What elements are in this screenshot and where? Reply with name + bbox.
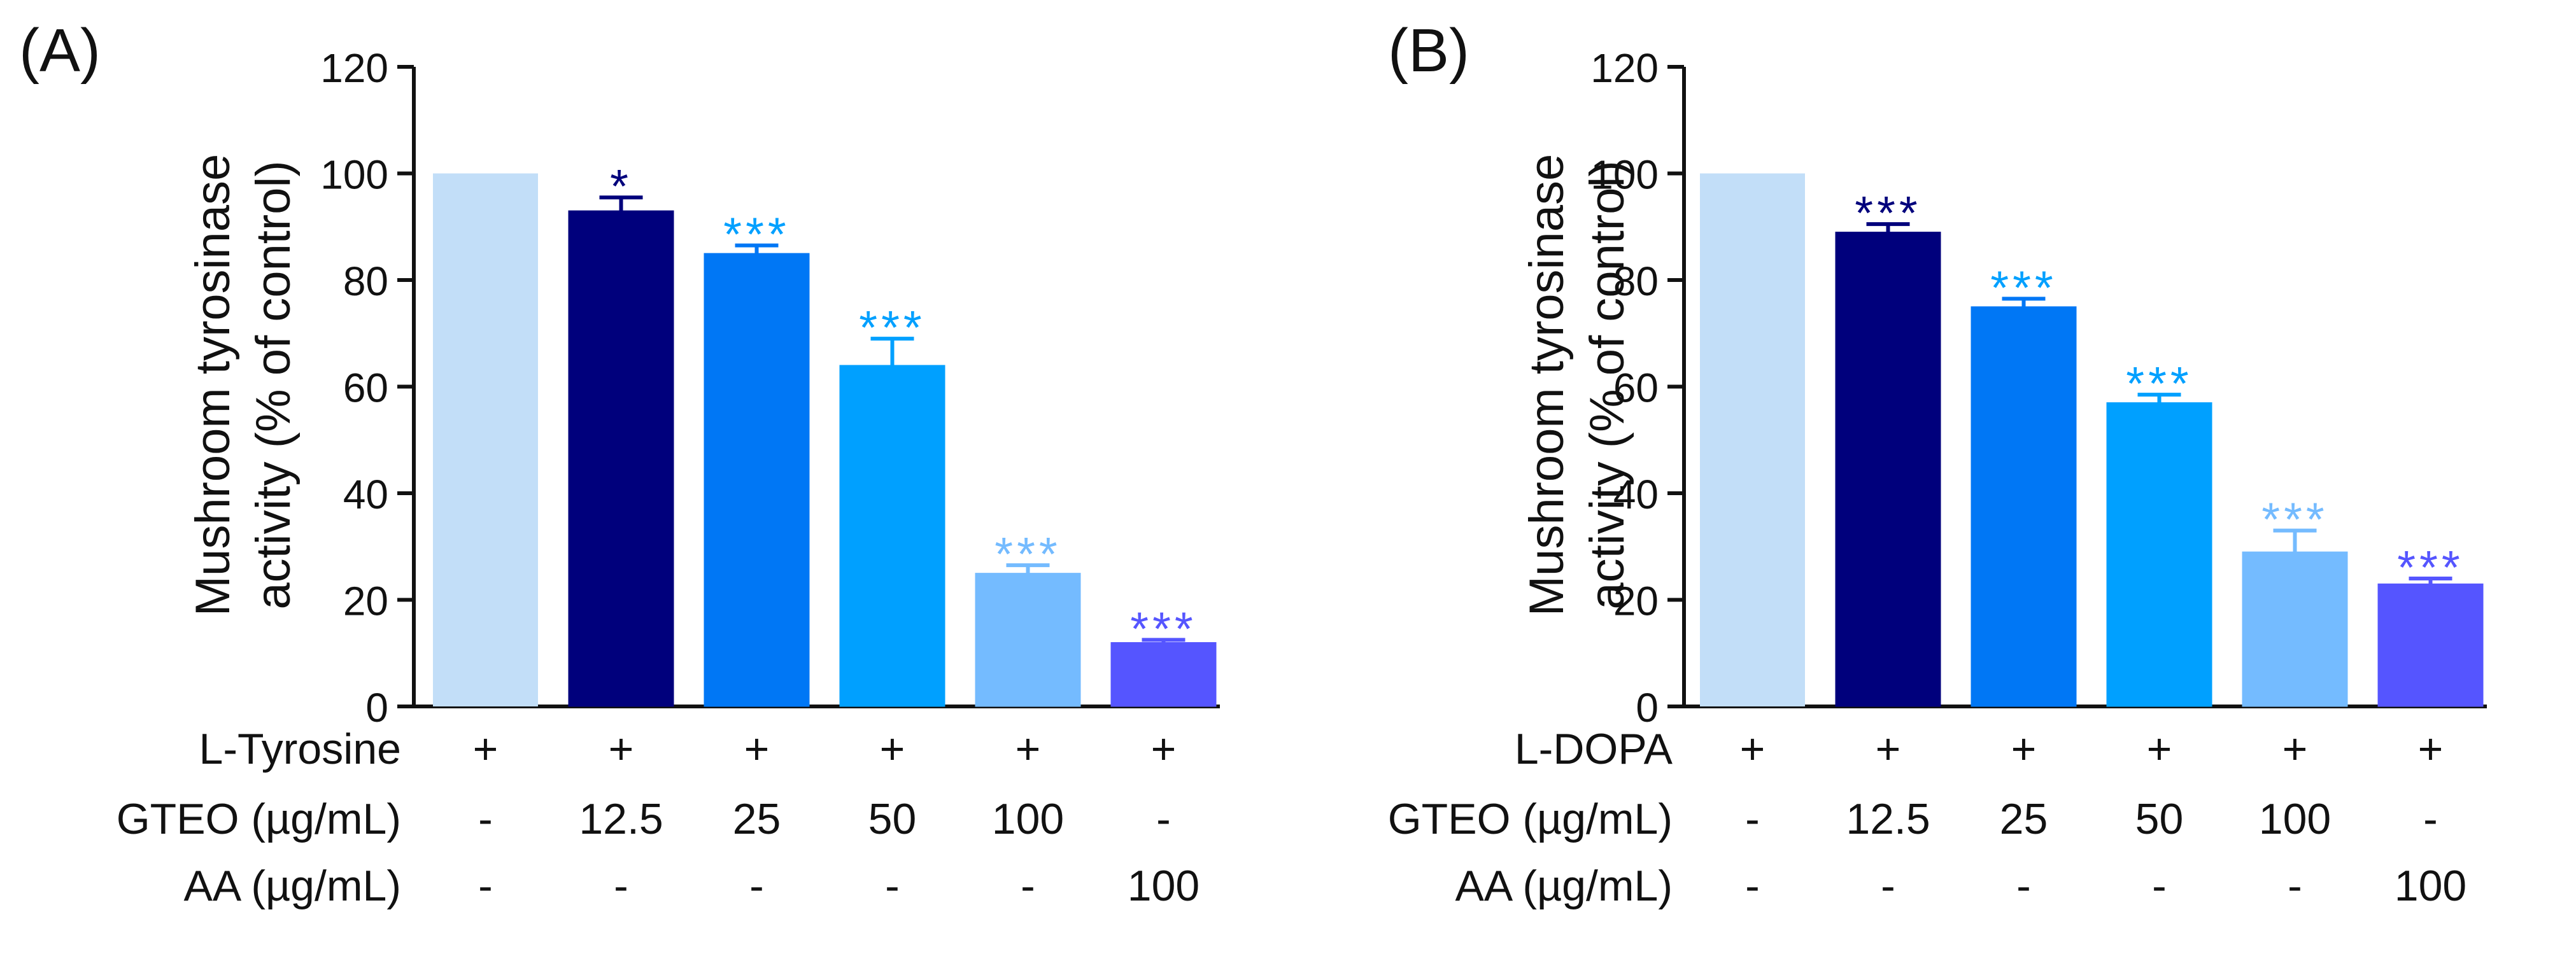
treatment-row-label: GTEO (µg/mL)	[117, 795, 401, 843]
significance-marker: ***	[1130, 602, 1196, 655]
bar	[568, 210, 674, 707]
treatment-cell: +	[1151, 725, 1177, 773]
treatment-row-label: L-Tyrosine	[199, 725, 401, 773]
bar	[1971, 306, 2077, 707]
panel-b: (B) Mushroom tyrosinase activity (% of con…	[1388, 17, 2487, 910]
panel-label: (B)	[1388, 17, 1469, 85]
treatment-cell: +	[1740, 725, 1766, 773]
treatment-cell: -	[1156, 795, 1171, 843]
bar	[1700, 173, 1805, 706]
y-tick-label: 60	[1613, 365, 1659, 411]
treatment-cell: -	[1745, 795, 1760, 843]
significance-marker: ***	[2397, 541, 2463, 594]
treatment-cell: 50	[2135, 795, 2184, 843]
treatment-row-label: GTEO (µg/mL)	[1388, 795, 1673, 843]
treatment-cell: 12.5	[579, 795, 663, 843]
bar	[2377, 583, 2484, 707]
treatment-cell: -	[1021, 862, 1035, 910]
y-tick-label: 120	[320, 45, 388, 91]
bar	[1110, 642, 1217, 707]
treatment-cell: -	[478, 862, 493, 910]
y-tick-label: 120	[1590, 45, 1659, 91]
y-tick-label: 20	[1613, 579, 1659, 624]
treatment-cell: +	[1016, 725, 1041, 773]
y-tick-label: 100	[1590, 152, 1659, 198]
treatment-cell: +	[2282, 725, 2308, 773]
treatment-cell: 12.5	[1846, 795, 1930, 843]
bar	[1835, 232, 1941, 707]
treatment-cell: -	[1745, 862, 1760, 910]
treatment-cell: -	[749, 862, 764, 910]
treatment-cell: -	[478, 795, 493, 843]
significance-marker: ***	[994, 528, 1061, 580]
treatment-cell: -	[1881, 862, 1895, 910]
treatment-cell: +	[1876, 725, 1901, 773]
panel-a: (A) Mushroom tyrosinase activity (% of con…	[19, 17, 1220, 910]
y-axis-label-line: Mushroom tyrosinase	[186, 154, 240, 617]
treatment-cell: -	[885, 862, 900, 910]
y-tick-label: 60	[343, 365, 388, 411]
treatment-cell: 100	[2259, 795, 2331, 843]
treatment-cell: 25	[2000, 795, 2048, 843]
treatment-cell: -	[2016, 862, 2031, 910]
y-axis-label-line: activity (% of control)	[1580, 160, 1634, 609]
treatment-cell: 100	[992, 795, 1064, 843]
y-tick-label: 0	[1636, 685, 1659, 731]
treatment-cell: 100	[2395, 862, 2466, 910]
treatment-row-label: L-DOPA	[1515, 725, 1673, 773]
significance-marker: ***	[859, 301, 925, 354]
bar	[704, 253, 810, 707]
treatment-cell: +	[2418, 725, 2444, 773]
bar	[975, 573, 1081, 707]
treatment-row-label: AA (µg/mL)	[1455, 862, 1673, 910]
significance-marker: ***	[723, 208, 789, 261]
treatment-cell: -	[614, 862, 628, 910]
y-axis-label-line: Mushroom tyrosinase	[1520, 154, 1574, 617]
treatment-cell: +	[473, 725, 499, 773]
y-tick-label: 40	[1613, 472, 1659, 517]
treatment-cell: -	[2423, 795, 2438, 843]
treatment-cell: 100	[1128, 862, 1200, 910]
y-tick-label: 80	[1613, 258, 1659, 304]
treatment-cell: +	[2147, 725, 2172, 773]
treatment-cell: +	[609, 725, 634, 773]
treatment-cell: -	[2288, 862, 2302, 910]
significance-marker: ***	[1855, 186, 1921, 239]
treatment-cell: 50	[868, 795, 917, 843]
y-tick-label: 0	[365, 685, 388, 731]
y-axis-label-line: activity (% of control)	[246, 160, 301, 609]
significance-marker: *	[610, 160, 632, 213]
significance-marker: ***	[2126, 357, 2192, 410]
treatment-cell: +	[744, 725, 770, 773]
bar	[2106, 402, 2212, 707]
bar	[2242, 551, 2348, 707]
panel-label: (A)	[19, 17, 101, 85]
significance-marker: ***	[1990, 261, 2056, 314]
treatment-row-label: AA (µg/mL)	[184, 862, 402, 910]
bar	[839, 365, 945, 707]
significance-marker: ***	[2261, 493, 2328, 546]
bar	[433, 173, 538, 706]
y-tick-label: 20	[343, 579, 388, 624]
treatment-cell: 25	[733, 795, 781, 843]
treatment-cell: +	[880, 725, 905, 773]
treatment-cell: -	[2152, 862, 2167, 910]
y-tick-label: 100	[320, 152, 388, 198]
treatment-cell: +	[2011, 725, 2037, 773]
y-tick-label: 80	[343, 258, 388, 304]
y-tick-label: 40	[343, 472, 388, 517]
